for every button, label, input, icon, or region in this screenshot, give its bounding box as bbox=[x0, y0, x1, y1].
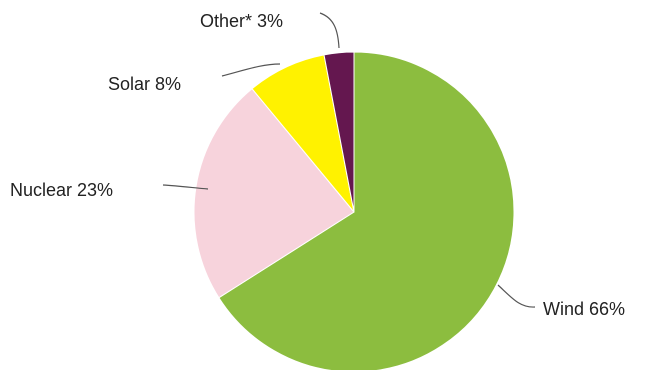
pie-slice-wind bbox=[218, 51, 515, 370]
pie-slice-other bbox=[323, 51, 355, 213]
leader-lines bbox=[162, 12, 536, 308]
leader-line-other bbox=[319, 12, 340, 49]
slice-label-solar: Solar 8% bbox=[108, 74, 181, 94]
slice-labels: Wind 66% Nuclear 23% Solar 8% Other* 3% bbox=[10, 11, 625, 319]
slice-label-wind: Wind 66% bbox=[543, 299, 625, 319]
leader-line-solar bbox=[221, 63, 281, 77]
leader-line-nuclear bbox=[162, 184, 209, 190]
slice-label-nuclear: Nuclear 23% bbox=[10, 180, 113, 200]
pie-slices bbox=[193, 51, 515, 370]
slice-label-other: Other* 3% bbox=[200, 11, 283, 31]
pie-slice-nuclear bbox=[193, 88, 355, 299]
leader-line-wind bbox=[497, 284, 536, 308]
